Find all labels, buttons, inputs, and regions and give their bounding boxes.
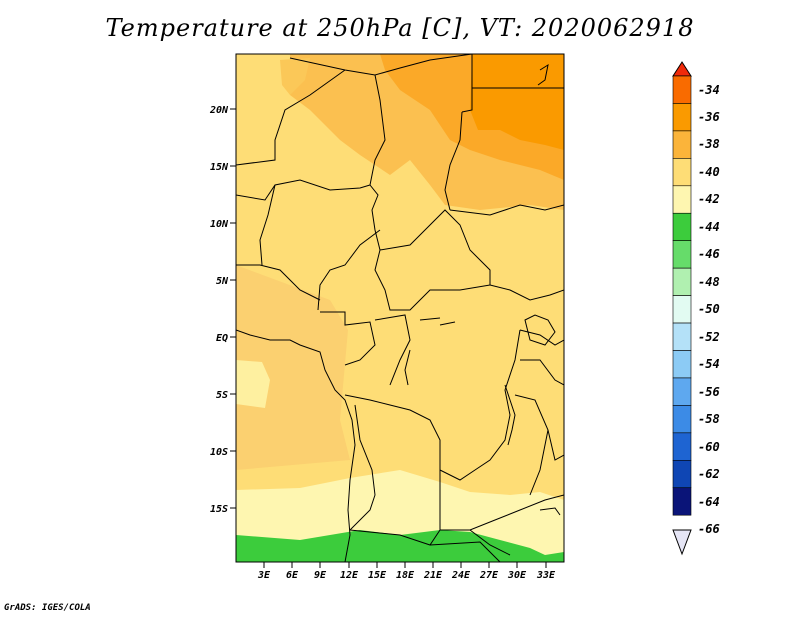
colorbar-label: -54: [698, 357, 720, 371]
colorbar-box: [672, 240, 692, 269]
colorbar-top-arrow: [672, 61, 692, 77]
colorbar: -34 -36 -38 -40 -42 -44 -46 -48 -50 -52 …: [672, 61, 720, 556]
colorbar-box: [672, 185, 692, 214]
band-34-36: [470, 54, 564, 150]
colorbar-box: [672, 432, 692, 461]
band-38-40-west: [236, 265, 350, 470]
colorbar-labels: -34 -36 -38 -40 -42 -44 -46 -48 -50 -52 …: [698, 83, 720, 536]
band-38-40-nw: [280, 58, 310, 95]
colorbar-box: [672, 212, 692, 242]
lat-tick-label: 15S: [210, 504, 228, 515]
colorbar-box: [672, 459, 692, 489]
colorbar-label: -52: [698, 330, 720, 344]
colorbar-label: -66: [698, 522, 720, 536]
colorbar-label: -64: [698, 495, 720, 509]
colorbar-box: [672, 405, 692, 434]
lat-axis: 20N 15N 10N 5N EQ 5S 10S 15S: [209, 105, 236, 515]
colorbar-label: -36: [698, 110, 720, 124]
map-title: Temperature at 250hPa [C], VT: 202006291…: [105, 14, 695, 42]
lon-tick-label: 12E: [340, 570, 359, 581]
colorbar-box: [672, 377, 692, 406]
band-44-46: [236, 530, 564, 562]
lon-tick-label: 21E: [423, 570, 443, 581]
colorbar-box: [672, 322, 692, 351]
colorbar-label: -48: [698, 275, 720, 289]
colorbar-box: [672, 267, 692, 296]
lat-tick-label: 10S: [210, 447, 228, 458]
band-42-44-west: [236, 360, 270, 408]
colorbar-bottom-arrow: [672, 529, 692, 556]
lon-tick-label: 24E: [451, 570, 471, 581]
colorbar-label: -44: [698, 220, 720, 234]
colorbar-box: [672, 295, 692, 324]
colorbar-box: [672, 130, 692, 159]
lat-tick-label: 10N: [210, 219, 229, 230]
lon-tick-label: 3E: [257, 570, 271, 581]
map-frame: [235, 53, 565, 563]
colorbar-label: -50: [698, 302, 720, 316]
colorbar-label: -38: [698, 137, 720, 151]
colorbar-label: -56: [698, 385, 720, 399]
lat-tick-label: 15N: [210, 162, 229, 173]
lat-tick-label: 5S: [216, 390, 228, 401]
lon-tick-label: 30E: [507, 570, 527, 581]
lat-tick-label: EQ: [216, 333, 228, 344]
lon-axis: 3E 6E 9E 12E 15E 18E 21E 24E 27E 30E 33E: [257, 562, 556, 581]
colorbar-boxes: [672, 75, 692, 516]
colorbar-label: -46: [698, 247, 720, 261]
lon-tick-label: 33E: [536, 570, 556, 581]
lat-tick-label: 5N: [216, 276, 229, 287]
lon-tick-label: 15E: [368, 570, 387, 581]
lon-tick-label: 18E: [396, 570, 415, 581]
colorbar-label: -34: [698, 83, 720, 97]
lon-tick-label: 9E: [314, 570, 327, 581]
colorbar-label: -42: [698, 192, 720, 206]
grads-credit: GrADS: IGES/COLA: [4, 603, 91, 613]
lon-tick-label: 6E: [286, 570, 299, 581]
colorbar-label: -58: [698, 412, 720, 426]
lat-tick-label: 20N: [209, 105, 229, 116]
colorbar-box: [672, 487, 692, 516]
political-borders: [236, 54, 564, 562]
colorbar-box: [672, 350, 692, 379]
lon-tick-label: 27E: [479, 570, 499, 581]
colorbar-box: [672, 158, 692, 187]
colorbar-box: [672, 75, 692, 104]
colorbar-label: -40: [698, 165, 720, 179]
temperature-field: [236, 54, 564, 562]
colorbar-label: -62: [698, 467, 720, 481]
colorbar-label: -60: [698, 440, 720, 454]
colorbar-box: [672, 103, 692, 132]
